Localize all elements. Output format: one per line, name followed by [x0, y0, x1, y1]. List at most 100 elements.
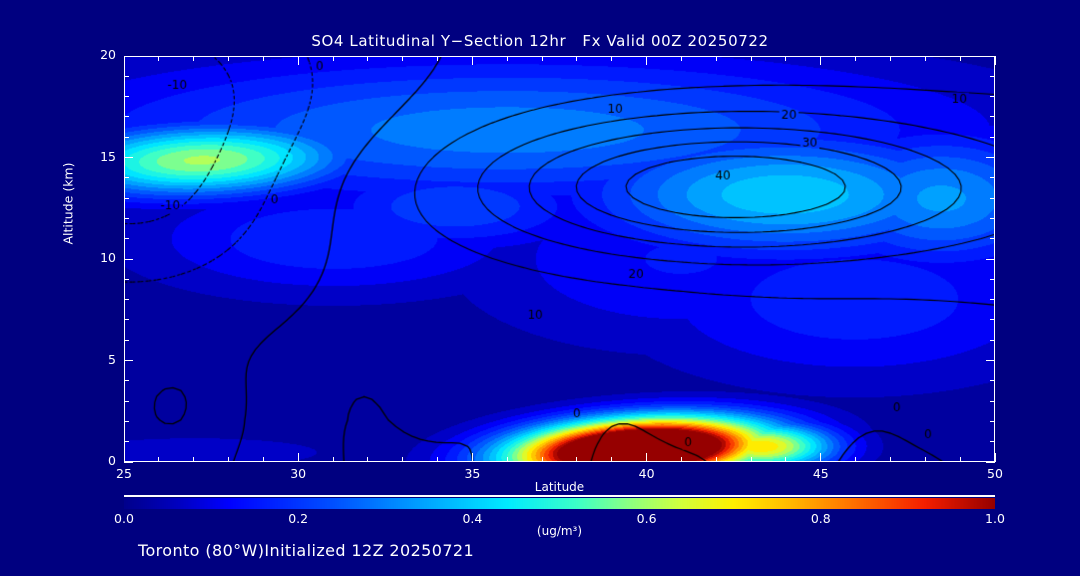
figure-title: SO4 Latitudinal Y−Section 12hr Fx Valid …: [311, 32, 769, 50]
y-minor-tick: [990, 278, 995, 280]
y-minor-tick: [124, 400, 129, 402]
colorbar: [124, 498, 995, 509]
y-major-tick: [124, 157, 133, 158]
x-major-tick: [646, 453, 648, 462]
x-minor-tick: [193, 457, 195, 462]
x-minor-tick: [611, 457, 613, 462]
y-major-tick: [124, 461, 133, 463]
x-minor-tick: [367, 56, 369, 61]
figure-footer: Toronto (80°W)Initialized 12Z 20250721: [138, 541, 475, 560]
y-major-tick: [986, 258, 995, 260]
x-minor-tick: [262, 56, 264, 61]
x-minor-tick: [855, 56, 857, 61]
x-major-tick: [471, 56, 473, 65]
x-minor-tick: [959, 457, 961, 462]
y-minor-tick: [990, 136, 995, 138]
x-minor-tick: [750, 457, 752, 462]
x-minor-tick: [402, 457, 404, 462]
x-minor-tick: [541, 457, 543, 462]
y-minor-tick: [990, 96, 995, 98]
y-minor-tick: [990, 75, 995, 77]
x-tick-label: 35: [464, 466, 481, 481]
y-major-tick: [124, 258, 133, 260]
y-major-tick: [124, 55, 133, 57]
x-minor-tick: [158, 56, 160, 61]
y-tick-label: 20: [100, 47, 116, 62]
x-minor-tick: [715, 457, 717, 462]
y-minor-tick: [990, 400, 995, 402]
y-minor-tick: [124, 299, 129, 301]
x-tick-label: 25: [116, 466, 132, 481]
y-minor-tick: [990, 339, 995, 341]
x-major-tick: [994, 453, 996, 462]
x-major-tick: [297, 56, 299, 65]
x-minor-tick: [889, 457, 891, 462]
x-minor-tick: [785, 457, 787, 462]
y-minor-tick: [124, 116, 129, 118]
colorbar-tick-label: 0.2: [288, 511, 309, 526]
y-minor-tick: [124, 75, 129, 77]
y-minor-tick: [990, 380, 995, 382]
y-minor-tick: [990, 197, 995, 199]
y-minor-tick: [124, 177, 129, 179]
x-minor-tick: [193, 56, 195, 61]
y-minor-tick: [990, 420, 995, 422]
y-major-tick: [124, 360, 133, 361]
x-major-tick: [471, 453, 473, 462]
x-axis-label: Latitude: [534, 480, 585, 494]
y-minor-tick: [990, 217, 995, 219]
x-minor-tick: [924, 56, 926, 61]
colorbar-tick-label: 1.0: [985, 511, 1005, 526]
y-minor-tick: [124, 319, 129, 321]
x-minor-tick: [959, 56, 961, 61]
y-minor-tick: [124, 420, 129, 422]
x-minor-tick: [750, 56, 752, 61]
y-minor-tick: [990, 238, 995, 240]
x-minor-tick: [506, 56, 508, 61]
x-minor-tick: [576, 56, 578, 61]
y-minor-tick: [124, 278, 129, 280]
x-minor-tick: [715, 56, 717, 61]
x-minor-tick: [785, 56, 787, 61]
x-major-tick: [646, 56, 648, 65]
colorbar-top-rule: [124, 495, 995, 497]
x-major-tick: [123, 56, 125, 65]
y-minor-tick: [990, 299, 995, 301]
colorbar-tick-label: 0.4: [462, 511, 483, 526]
x-minor-tick: [228, 457, 230, 462]
y-major-tick: [986, 55, 995, 57]
x-minor-tick: [228, 56, 230, 61]
x-minor-tick: [402, 56, 404, 61]
x-major-tick: [123, 453, 125, 462]
y-tick-label: 10: [100, 250, 116, 265]
y-minor-tick: [124, 96, 129, 98]
x-minor-tick: [158, 457, 160, 462]
colorbar-tick-label: 0.8: [810, 511, 831, 526]
x-minor-tick: [506, 457, 508, 462]
x-minor-tick: [889, 56, 891, 61]
plot-area: [124, 56, 995, 462]
x-minor-tick: [680, 56, 682, 61]
y-major-tick: [986, 360, 995, 361]
colorbar-tick-label: 0.6: [636, 511, 657, 526]
x-tick-label: 45: [812, 466, 829, 481]
x-minor-tick: [367, 457, 369, 462]
x-major-tick: [820, 56, 822, 65]
y-minor-tick: [124, 136, 129, 138]
y-tick-label: 15: [100, 148, 116, 164]
x-tick-label: 30: [290, 466, 307, 481]
wind-contour-overlay: [125, 57, 994, 461]
x-minor-tick: [576, 457, 578, 462]
y-minor-tick: [990, 441, 995, 443]
y-tick-label: 5: [108, 351, 116, 367]
y-minor-tick: [990, 116, 995, 118]
x-minor-tick: [262, 457, 264, 462]
x-minor-tick: [680, 457, 682, 462]
x-minor-tick: [437, 457, 439, 462]
y-major-tick: [986, 461, 995, 463]
y-minor-tick: [990, 319, 995, 321]
x-tick-label: 50: [987, 466, 1003, 481]
x-minor-tick: [541, 56, 543, 61]
x-minor-tick: [437, 56, 439, 61]
